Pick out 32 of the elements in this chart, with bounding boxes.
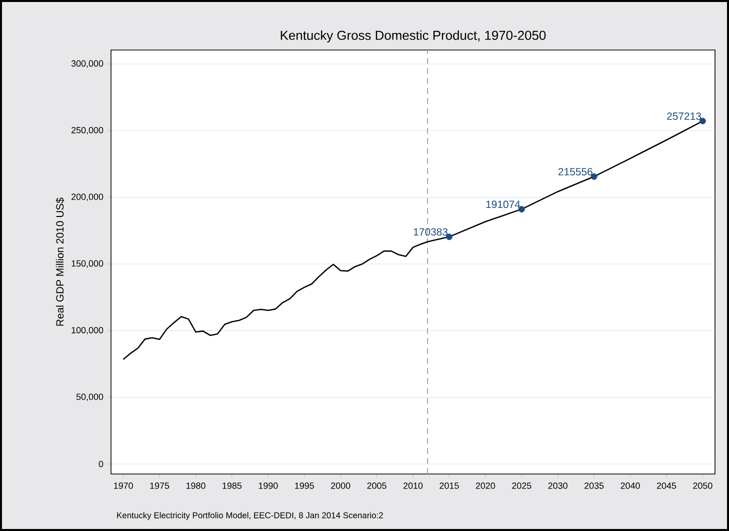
x-tick-label: 2020 [476, 482, 496, 489]
point [446, 234, 452, 240]
y-tick-label: 300,000 [71, 60, 104, 68]
x-tick-label: 1970 [114, 482, 133, 489]
y-tick-label: 150,000 [72, 260, 104, 268]
x-tick-label: 2035 [584, 482, 604, 489]
x-tick-label: 1985 [222, 482, 242, 489]
x-tick-label: 1980 [186, 482, 206, 489]
x-tick-label: 2030 [548, 482, 568, 489]
data-label: 257213 [667, 112, 702, 120]
data-label: 191074 [486, 200, 520, 208]
y-tick-label: 250,000 [72, 126, 104, 134]
x-tick-label: 1995 [295, 482, 314, 489]
x-tick-label: 2050 [693, 482, 712, 489]
y-tick-label: 50,000 [76, 394, 104, 402]
y-tick-label: 100,000 [72, 326, 104, 334]
x-tick-label: 2025 [512, 482, 532, 489]
x-tick-label: 1990 [258, 482, 278, 489]
x-tick-label: 2000 [331, 482, 350, 489]
y-axis-title: Real GDP Million 2010 US$ [56, 198, 64, 326]
x-tick-label: 2040 [620, 482, 640, 489]
x-tick-label: 2045 [656, 482, 676, 489]
text: Kentucky Electricity Portfolio Model, EEC-DEDI, 8 Jan 2014 Scenario:2 [117, 512, 383, 520]
x-tick-label: 2015 [440, 482, 459, 489]
x-tick-label: 2005 [367, 482, 386, 489]
x-tick-label: 1975 [150, 482, 170, 489]
y-tick-label: 0 [98, 460, 104, 468]
data-label: 170383 [414, 228, 448, 236]
x-tick-label: 2010 [403, 482, 423, 489]
data-label: 215556 [558, 168, 592, 176]
y-tick-label: 200,000 [72, 194, 104, 202]
chart-title: Kentucky Gross Domestic Product, 1970-2050 [280, 30, 546, 42]
